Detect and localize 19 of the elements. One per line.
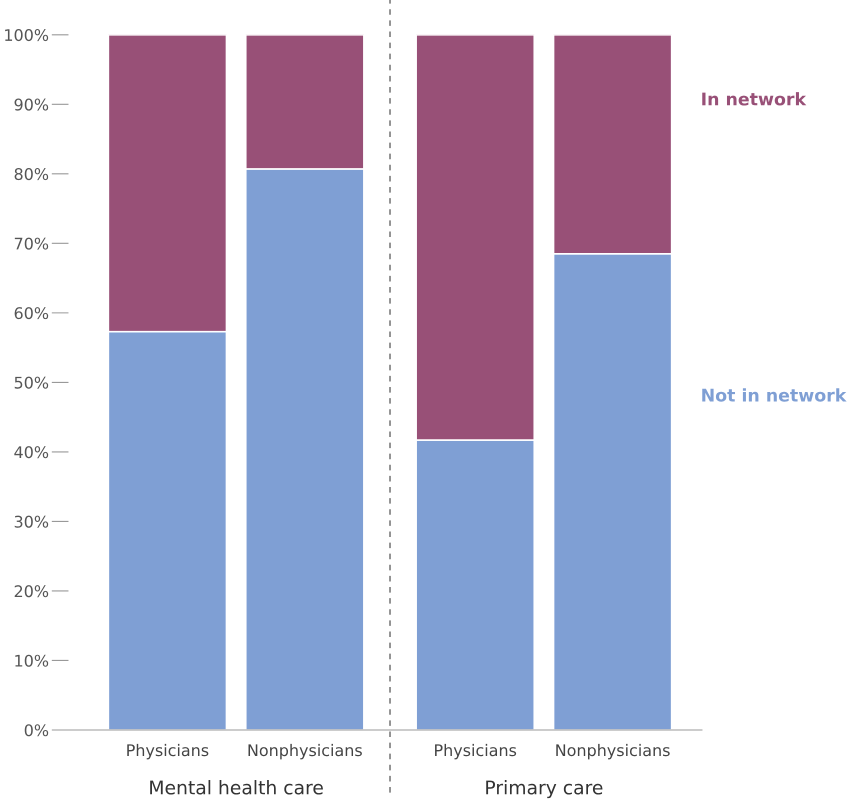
y-tick-label: 10% — [15, 654, 48, 667]
y-tick-label: 20% — [14, 585, 48, 598]
y-tick-label: 50% — [14, 376, 48, 389]
y-tick-label: 40% — [14, 446, 48, 458]
x-tick-label: Nonphysicians — [248, 744, 362, 760]
y-tick-label: 0% — [24, 724, 48, 736]
y-tick-label: 100% — [5, 29, 48, 42]
x-tick-label: Physicians — [435, 744, 516, 760]
x-tick-label: Nonphysicians — [556, 744, 670, 760]
y-tick-label: 70% — [14, 238, 48, 250]
series-label: In network — [702, 92, 806, 106]
text: Primary care — [486, 780, 602, 798]
text: Mental health care — [150, 780, 323, 795]
y-tick-label: 60% — [14, 307, 48, 320]
y-tick-label: 80% — [14, 168, 48, 180]
series-label: Not in network — [702, 388, 847, 402]
x-tick-label: Physicians — [127, 744, 208, 760]
y-tick-label: 90% — [14, 98, 48, 111]
y-tick-label: 30% — [14, 516, 48, 528]
